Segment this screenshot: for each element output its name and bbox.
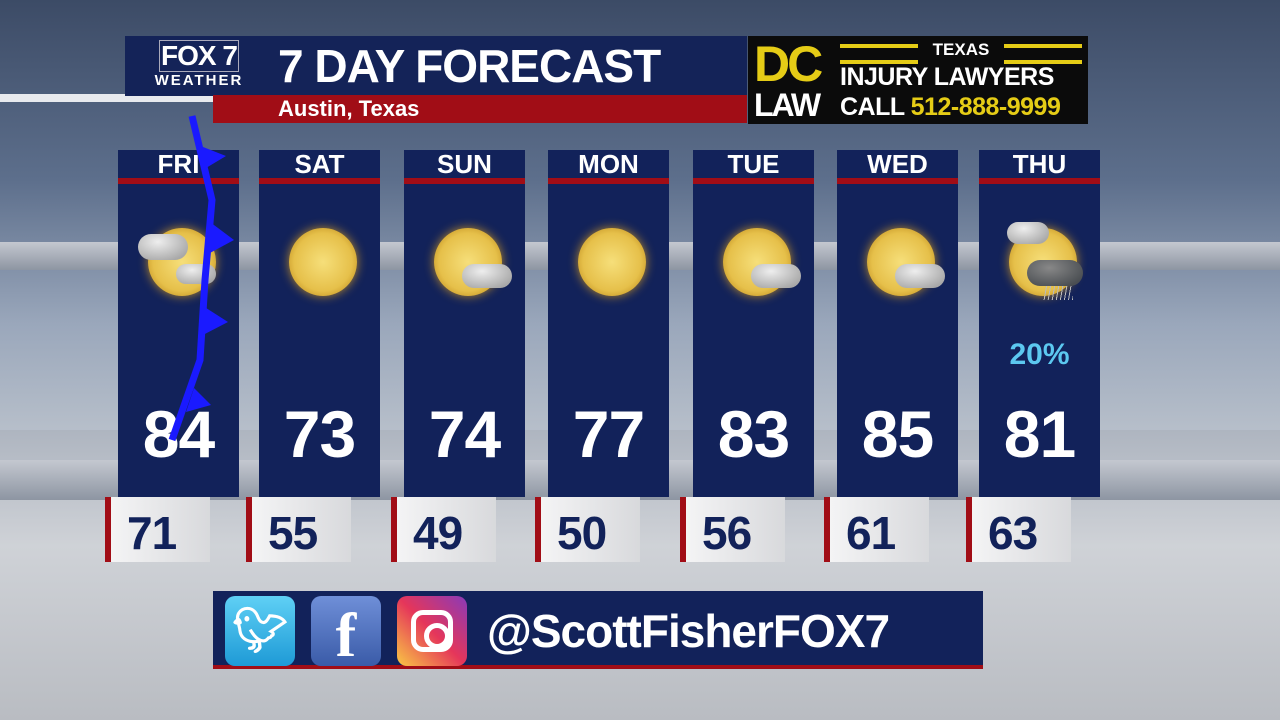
cloud-icon: [751, 264, 801, 288]
logo-main-text: FOX 7: [159, 40, 239, 72]
day-divider: [693, 178, 814, 184]
forecast-day-wed: WED 85: [837, 150, 958, 497]
low-temp: 50: [557, 507, 607, 559]
ad-tagline: INJURY LAWYERS: [840, 63, 1054, 91]
location-label: Austin, Texas: [278, 96, 420, 121]
low-temp-box: 63: [966, 497, 1071, 562]
forecast-day-thu: THU 20% 81: [979, 150, 1100, 497]
low-temp: 49: [413, 507, 463, 559]
low-temp-box: 49: [391, 497, 496, 562]
high-temp: 85: [861, 397, 934, 471]
header-title-band: [125, 36, 747, 96]
ad-call-line: CALL 512-888-9999: [840, 92, 1061, 122]
sunny-icon: [572, 222, 652, 302]
day-divider: [404, 178, 525, 184]
high-temp: 73: [283, 397, 356, 471]
day-divider: [548, 178, 669, 184]
ad-brand-law: LAW: [754, 87, 821, 123]
front-triangle: [208, 222, 234, 254]
header-location-band: [213, 95, 747, 123]
low-temp-box: 61: [824, 497, 929, 562]
ad-phone: 512-888-9999: [910, 93, 1061, 121]
front-triangle: [198, 145, 226, 168]
forecast-day-sun: SUN 74: [404, 150, 525, 497]
sun-icon: [289, 228, 357, 296]
social-handle: @ScottFisherFOX7: [487, 605, 890, 657]
mostly-sunny-icon: [861, 222, 945, 302]
high-temp: 81: [1003, 397, 1076, 471]
low-temp: 56: [702, 507, 752, 559]
front-triangle: [186, 388, 211, 412]
ad-brand-dc: DC: [754, 36, 823, 92]
day-label: WED: [867, 149, 928, 179]
day-divider: [259, 178, 380, 184]
day-label: SAT: [294, 149, 345, 179]
day-divider: [837, 178, 958, 184]
rain-icon: [1043, 286, 1073, 300]
logo-sub-text: WEATHER: [154, 72, 244, 89]
twitter-icon[interactable]: 🐦︎: [225, 596, 295, 666]
low-temp: 61: [846, 507, 896, 559]
high-temp: 83: [717, 397, 790, 471]
day-label: MON: [578, 149, 639, 179]
low-temp: 63: [988, 507, 1038, 559]
day-label: SUN: [437, 149, 492, 179]
rain-cloud-icon: [1027, 260, 1083, 286]
day-label: THU: [1012, 149, 1067, 179]
cloud-icon: [1007, 222, 1049, 244]
instagram-icon[interactable]: [397, 596, 467, 666]
sponsor-ad: DC LAW TEXAS INJURY LAWYERS CALL 512-888…: [748, 36, 1088, 124]
cloud-icon: [138, 234, 188, 260]
precip-chance: 20%: [1009, 338, 1070, 371]
ad-state: TEXAS: [840, 40, 1082, 64]
sun-icon: [578, 228, 646, 296]
low-temp-box: 55: [246, 497, 351, 562]
header-accent-line: [0, 94, 213, 102]
low-temp-box: 50: [535, 497, 640, 562]
low-temp: 71: [127, 507, 177, 559]
high-temp: 77: [572, 397, 645, 471]
sun-clouds-showers-icon: [1003, 222, 1083, 302]
front-triangle: [201, 306, 228, 336]
forecast-day-tue: TUE 83: [693, 150, 814, 497]
high-temp: 74: [428, 397, 501, 471]
page-title: 7 DAY FORECAST: [278, 40, 661, 92]
forecast-day-mon: MON 77: [548, 150, 669, 497]
day-divider: [118, 178, 239, 184]
ad-call-label: CALL: [840, 93, 905, 121]
day-label: FRI: [157, 149, 200, 179]
low-temp: 55: [268, 507, 318, 559]
fox7-weather-logo: FOX 7 WEATHER: [145, 40, 253, 92]
mostly-sunny-icon: [428, 222, 512, 302]
low-temp-box: 71: [105, 497, 210, 562]
day-divider: [979, 178, 1100, 184]
social-media-bar: 🐦︎ f @ScottFisherFOX7: [213, 591, 983, 670]
forecast-day-sat: SAT 73: [259, 150, 380, 497]
day-label: TUE: [727, 149, 780, 179]
sunny-icon: [283, 222, 363, 302]
cloud-icon: [895, 264, 945, 288]
cloud-icon: [462, 264, 512, 288]
low-temp-box: 56: [680, 497, 785, 562]
mostly-sunny-icon: [717, 222, 801, 302]
facebook-icon[interactable]: f: [311, 596, 381, 670]
